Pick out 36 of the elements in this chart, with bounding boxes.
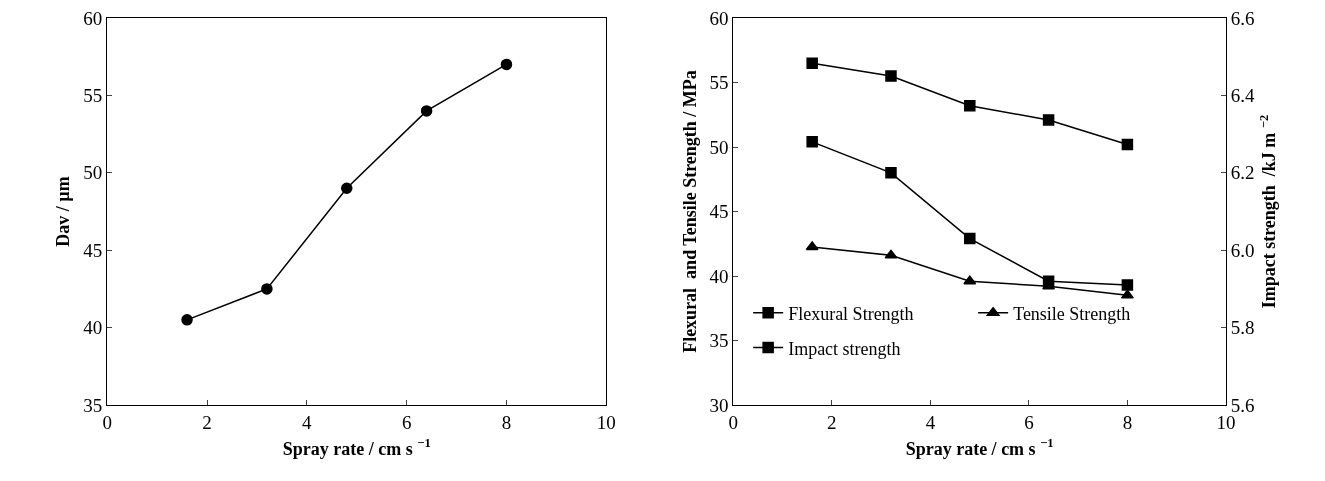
x-tick-label: 4 — [925, 411, 936, 433]
y-axis-title: Dav / µm — [53, 176, 74, 247]
y-tick-label: 35 — [709, 330, 729, 352]
y2-tick-label: 6.0 — [1230, 239, 1255, 261]
y2-tick-label: 5.8 — [1230, 317, 1255, 339]
x-tick-label: 8 — [501, 411, 512, 433]
x-tick-label: 0 — [728, 411, 739, 433]
y2-tick-label: 6.2 — [1230, 162, 1255, 184]
y-tick-label: 55 — [83, 85, 103, 107]
x-axis-title: Spray rate / cm s $^{−1}$ — [282, 436, 431, 459]
y-tick-label: 55 — [709, 72, 729, 94]
y2-tick-label: 6.6 — [1230, 7, 1255, 29]
y-tick-label: 60 — [83, 7, 103, 29]
y-tick-label: 45 — [83, 239, 103, 261]
legend-label: Tensile Strength — [1013, 303, 1131, 324]
y2-tick-label: 6.4 — [1230, 85, 1256, 107]
legend-label: Impact strength — [788, 338, 901, 359]
y-tick-label: 50 — [83, 162, 103, 184]
x-tick-label: 2 — [827, 411, 837, 433]
x-axis-title: Spray rate / cm s $^{−1}$ — [905, 436, 1054, 459]
y-tick-label: 60 — [709, 7, 729, 29]
y-tick-label: 40 — [83, 317, 103, 339]
y-tick-label: 40 — [709, 265, 729, 287]
x-tick-label: 2 — [202, 411, 212, 433]
x-tick-label: 4 — [302, 411, 313, 433]
x-tick-label: 0 — [102, 411, 112, 433]
y-tick-label: 45 — [709, 201, 729, 223]
y-tick-label: 50 — [709, 136, 729, 158]
y-axis-title: Flexural and Tensile Strength / MPa — [679, 70, 700, 353]
x-tick-label: 6 — [401, 411, 412, 433]
x-tick-label: 10 — [596, 411, 616, 433]
y-tick-label: 35 — [83, 394, 103, 416]
legend-label: Flexural Strength — [788, 303, 914, 324]
x-tick-label: 8 — [1122, 411, 1133, 433]
y-tick-label: 30 — [709, 394, 729, 416]
x-tick-label: 6 — [1024, 411, 1034, 433]
